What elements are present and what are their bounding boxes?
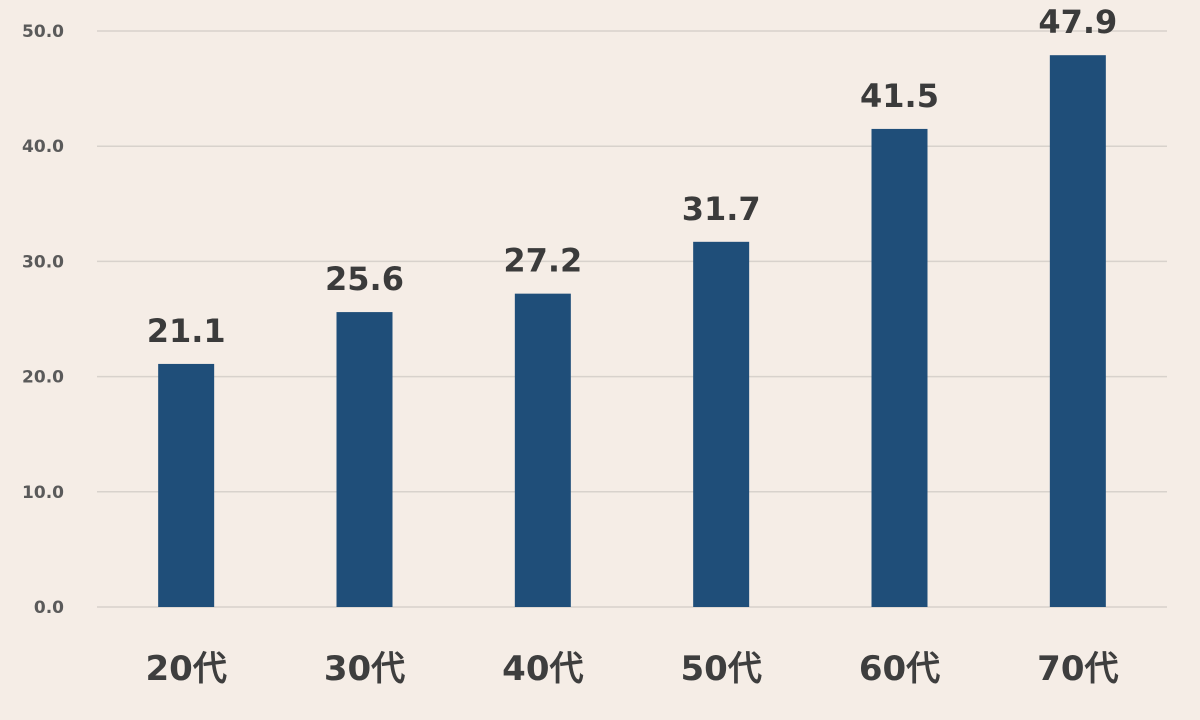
- category-label: 30代: [324, 649, 405, 689]
- category-label: 70代: [1037, 649, 1118, 689]
- category-label: 40代: [502, 649, 583, 689]
- data-label: 41.5: [860, 77, 939, 115]
- data-label: 25.6: [325, 260, 404, 298]
- bar: [1049, 55, 1106, 607]
- y-tick-label: 20.0: [22, 368, 64, 388]
- bar: [871, 128, 928, 608]
- bars: [158, 55, 1106, 608]
- category-label: 20代: [146, 649, 227, 689]
- bar: [693, 241, 750, 608]
- bar: [336, 312, 393, 607]
- data-label: 31.7: [682, 190, 761, 228]
- y-tick-label: 10.0: [22, 483, 64, 503]
- data-label: 21.1: [147, 312, 226, 350]
- bar: [158, 363, 215, 607]
- category-label: 60代: [859, 649, 940, 689]
- bar: [514, 293, 571, 607]
- y-tick-label: 50.0: [22, 22, 64, 42]
- data-label: 47.9: [1038, 3, 1117, 41]
- y-tick-label: 30.0: [22, 252, 64, 272]
- y-axis-ticks: 0.0 10.0 20.0 30.0 40.0 50.0: [22, 22, 64, 618]
- x-axis-categories: 20代 30代 40代 50代 60代 70代: [146, 649, 1119, 689]
- y-tick-label: 40.0: [22, 137, 64, 157]
- category-label: 50代: [681, 649, 762, 689]
- data-labels: 21.1 25.6 27.2 31.7 41.5 47.9: [147, 3, 1118, 350]
- grid-lines: [97, 30, 1167, 608]
- data-label: 27.2: [503, 242, 582, 280]
- y-tick-label: 0.0: [34, 598, 64, 618]
